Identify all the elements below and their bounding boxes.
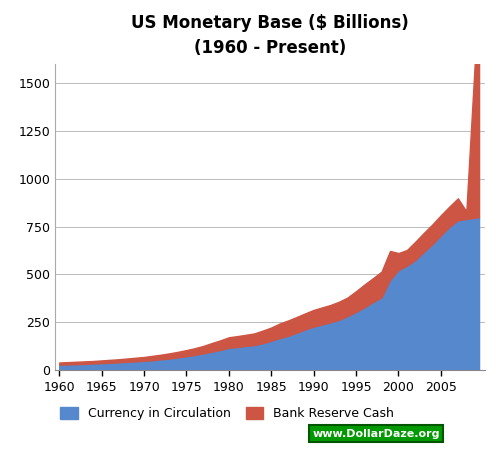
Text: www.DollarDaze.org: www.DollarDaze.org [312,429,440,439]
Legend: Currency in Circulation, Bank Reserve Cash: Currency in Circulation, Bank Reserve Ca… [55,402,399,425]
Title: US Monetary Base ($ Billions)
(1960 - Present): US Monetary Base ($ Billions) (1960 - Pr… [131,14,409,57]
